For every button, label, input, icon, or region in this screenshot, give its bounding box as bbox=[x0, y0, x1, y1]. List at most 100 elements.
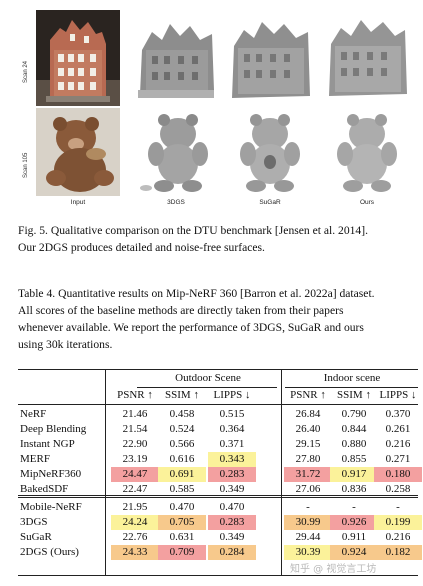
3dgs-building-render bbox=[134, 10, 218, 106]
table-cell: 22.90 bbox=[122, 438, 148, 450]
group-header-indoor: Indoor scene bbox=[323, 372, 381, 384]
table-cell: 0.790 bbox=[341, 408, 367, 420]
table-cell: 0.283 bbox=[208, 515, 256, 530]
table-cell: 0.836 bbox=[341, 483, 367, 495]
table-row-method: 3DGS bbox=[20, 516, 48, 528]
figure-dtu-comparison: Scan 24 Scan 105 bbox=[20, 8, 420, 208]
table-cell: - bbox=[306, 501, 310, 513]
table-bottom-rule bbox=[18, 575, 418, 576]
ours-bear-render bbox=[325, 108, 409, 196]
table-cell: 30.39 bbox=[284, 545, 332, 560]
table-vsep-indoor bbox=[281, 369, 282, 575]
table-cell: 0.585 bbox=[169, 483, 195, 495]
table-cell: 24.47 bbox=[111, 467, 159, 482]
table-cell: 26.40 bbox=[295, 423, 321, 435]
table-cell: 0.216 bbox=[385, 438, 411, 450]
scan-label-24: Scan 24 bbox=[23, 60, 29, 83]
figure-caption-line-1: Fig. 5. Qualitative comparison on the DT… bbox=[18, 224, 368, 237]
table-cell: 0.844 bbox=[341, 423, 367, 435]
table-cell: 0.349 bbox=[219, 483, 245, 495]
metric-header-indoor-ssim: SSIM ↑ bbox=[337, 389, 371, 401]
figure-caption-line-2: Our 2DGS produces detailed and noise-fre… bbox=[18, 241, 265, 254]
scan-label-105: Scan 105 bbox=[23, 152, 29, 178]
table-vsep-method bbox=[105, 369, 106, 575]
table-cell: 29.15 bbox=[295, 438, 321, 450]
watermark: 知乎 @ 视觉言工坊 bbox=[290, 564, 377, 575]
table-cell: 0.631 bbox=[169, 531, 195, 543]
metric-header-indoor-lipps: LIPPS ↓ bbox=[379, 389, 417, 401]
table-cell: 0.364 bbox=[219, 423, 245, 435]
table-cell: 0.271 bbox=[385, 453, 411, 465]
ours-building-render bbox=[325, 10, 409, 106]
table-cell: 0.911 bbox=[341, 531, 367, 543]
table-row-method: MERF bbox=[20, 453, 50, 465]
table-cell: - bbox=[396, 501, 400, 513]
table-cell: 31.72 bbox=[284, 467, 332, 482]
column-label-ours: Ours bbox=[359, 199, 375, 206]
3dgs-bear-render bbox=[134, 108, 218, 196]
indoor-group-rule bbox=[285, 387, 418, 388]
table-caption-line-3: whenever available. We report the perfor… bbox=[18, 321, 364, 334]
metric-header-outdoor-lipps: LIPPS ↓ bbox=[213, 389, 251, 401]
table-cell: 0.515 bbox=[219, 408, 245, 420]
table-row-method: NeRF bbox=[20, 408, 47, 420]
outdoor-group-rule bbox=[137, 387, 277, 388]
table-cell: 21.54 bbox=[122, 423, 148, 435]
table-cell: 0.691 bbox=[158, 467, 206, 482]
table-section-rule-b bbox=[18, 497, 418, 498]
input-bear-image bbox=[36, 108, 120, 196]
table-row-method: 2DGS (Ours) bbox=[20, 546, 79, 558]
table-cell: 0.470 bbox=[169, 501, 195, 513]
table-cell: 21.95 bbox=[122, 501, 148, 513]
table-caption-line-2: All scores of the baseline methods are d… bbox=[18, 304, 344, 317]
table-cell: 22.76 bbox=[122, 531, 148, 543]
table-cell: 24.24 bbox=[111, 515, 159, 530]
table-row-method: Instant NGP bbox=[20, 438, 75, 450]
table-cell: 0.349 bbox=[219, 531, 245, 543]
table-cell: 0.283 bbox=[208, 467, 256, 482]
table-cell: 0.880 bbox=[341, 438, 367, 450]
table-cell: - bbox=[352, 501, 356, 513]
table-cell: 0.199 bbox=[374, 515, 422, 530]
table-row-method: SuGaR bbox=[20, 531, 52, 543]
table-cell: 23.19 bbox=[122, 453, 148, 465]
table-cell: 29.44 bbox=[295, 531, 321, 543]
metric-header-outdoor-psnr: PSNR ↑ bbox=[117, 389, 153, 401]
table-cell: 0.182 bbox=[374, 545, 422, 560]
table-cell: 0.258 bbox=[385, 483, 411, 495]
table-cell: 0.926 bbox=[330, 515, 378, 530]
table-cell: 0.284 bbox=[208, 545, 256, 560]
table-cell: 0.709 bbox=[158, 545, 206, 560]
table-cell: 0.261 bbox=[385, 423, 411, 435]
table-row-method: MipNeRF360 bbox=[20, 468, 82, 480]
table-cell: 0.458 bbox=[169, 408, 195, 420]
sugar-building-render bbox=[228, 10, 312, 106]
metric-header-indoor-psnr: PSNR ↑ bbox=[290, 389, 326, 401]
column-label-sugar: SuGaR bbox=[259, 199, 281, 206]
table-row-method: Deep Blending bbox=[20, 423, 87, 435]
table-cell: 0.566 bbox=[169, 438, 195, 450]
table-cell: 0.705 bbox=[158, 515, 206, 530]
table-cell: 0.371 bbox=[219, 438, 245, 450]
table-cell: 0.616 bbox=[169, 453, 195, 465]
table-cell: 0.470 bbox=[219, 501, 245, 513]
column-label-3dgs: 3DGS bbox=[167, 199, 185, 206]
table-caption-line-1: Table 4. Quantitative results on Mip-NeR… bbox=[18, 287, 375, 300]
table-cell: 0.524 bbox=[169, 423, 195, 435]
input-building-image bbox=[36, 10, 120, 106]
table-cell: 0.855 bbox=[341, 453, 367, 465]
table-cell: 0.180 bbox=[374, 467, 422, 482]
column-label-input: Input bbox=[70, 199, 86, 206]
table-section-rule-a bbox=[18, 495, 418, 496]
table-cell: 0.917 bbox=[330, 467, 378, 482]
table-cell: 24.33 bbox=[111, 545, 159, 560]
table-row-method: BakedSDF bbox=[20, 483, 69, 495]
table-cell: 30.99 bbox=[284, 515, 332, 530]
table-cell: 22.47 bbox=[122, 483, 148, 495]
table-cell: 27.80 bbox=[295, 453, 321, 465]
table-cell: 27.06 bbox=[295, 483, 321, 495]
table-cell: 21.46 bbox=[122, 408, 148, 420]
metric-header-outdoor-ssim: SSIM ↑ bbox=[165, 389, 199, 401]
group-header-outdoor: Outdoor Scene bbox=[175, 372, 241, 384]
table-header-rule bbox=[18, 404, 418, 405]
